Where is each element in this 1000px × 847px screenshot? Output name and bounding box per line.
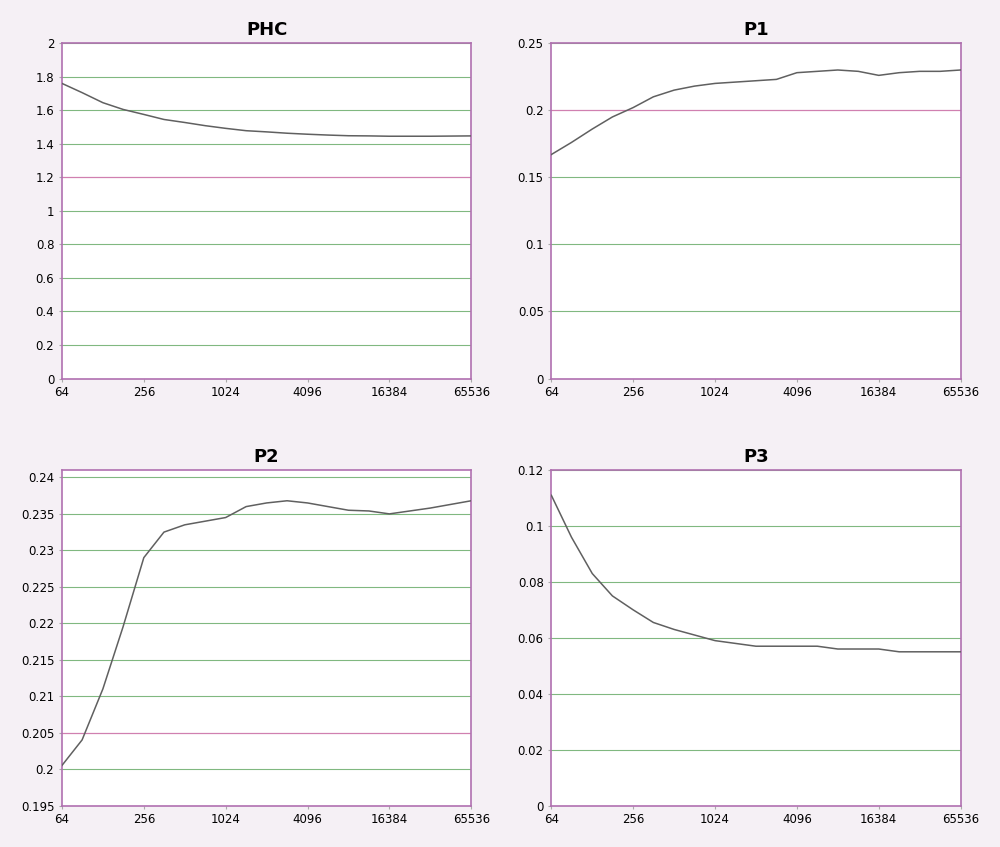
Title: P2: P2	[254, 448, 279, 466]
Title: P1: P1	[743, 21, 769, 39]
Title: P3: P3	[743, 448, 769, 466]
Title: PHC: PHC	[246, 21, 287, 39]
